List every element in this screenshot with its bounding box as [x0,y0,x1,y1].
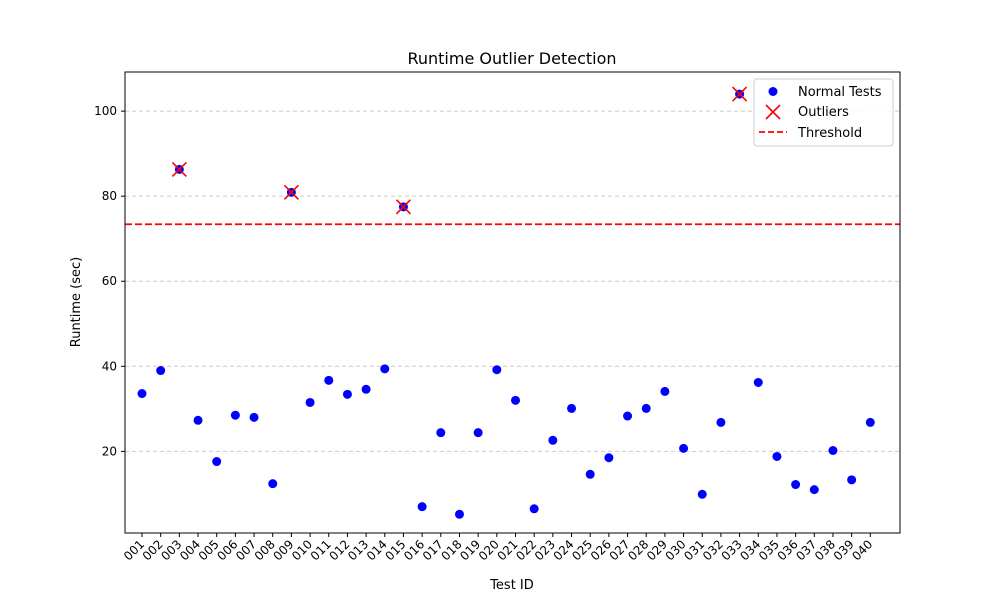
data-point [342,389,352,399]
y-tick-label: 100 [94,104,117,118]
y-tick-label: 80 [102,189,117,203]
legend: Normal Tests Outliers Threshold [753,78,894,147]
data-point [492,365,502,375]
data-point [137,389,147,399]
y-axis-title: Runtime (sec) [69,257,84,348]
data-point [716,417,726,427]
x-axis-title: Test ID [489,578,534,593]
legend-threshold-label: Threshold [797,126,862,141]
data-point [567,403,577,413]
data-point [324,375,334,385]
legend-outlier-marker [765,104,781,120]
data-point [641,403,651,413]
chart-title: Runtime Outlier Detection [407,49,616,68]
x-tick-label: 040 [849,537,875,563]
data-point [249,412,259,422]
data-point [436,428,446,438]
data-point [865,417,875,427]
data-points [137,89,875,519]
data-point [380,364,390,374]
data-point [511,395,520,405]
legend-normal-marker [768,87,778,96]
data-point [679,443,689,453]
data-point [791,480,801,490]
x-axis-ticks: 0010020030040050060070080090100110120130… [121,533,875,563]
data-point [548,435,558,445]
outlier-marker [395,199,412,215]
data-point [212,457,222,467]
data-point [623,411,633,421]
y-tick-label: 60 [102,274,117,288]
data-point [305,397,315,407]
data-point [417,502,427,512]
data-point [156,366,166,376]
plot-frame [124,71,901,534]
data-point [828,445,838,455]
data-point [753,377,763,387]
legend-normal-label: Normal Tests [798,85,882,100]
y-tick-label: 20 [102,444,117,458]
grid-lines [125,110,900,452]
data-point [585,469,595,479]
y-tick-label: 40 [102,359,117,373]
outlier-marker [732,86,748,102]
outlier-markers [171,86,748,215]
data-point [697,489,707,499]
data-point [847,475,857,485]
data-point [809,485,819,495]
data-point [361,384,371,394]
data-point [473,428,483,438]
data-point [268,479,278,489]
data-point [193,415,203,425]
y-axis-ticks: 20 40 60 80 100 [94,104,125,458]
data-point [454,509,464,519]
legend-outlier-label: Outliers [798,105,849,120]
data-point [772,451,782,461]
outlier-marker [171,161,187,177]
data-point [660,386,670,396]
data-point [230,410,240,420]
legend-box [753,78,894,147]
outlier-marker [283,184,299,200]
data-point [529,504,539,514]
data-point [604,453,614,463]
